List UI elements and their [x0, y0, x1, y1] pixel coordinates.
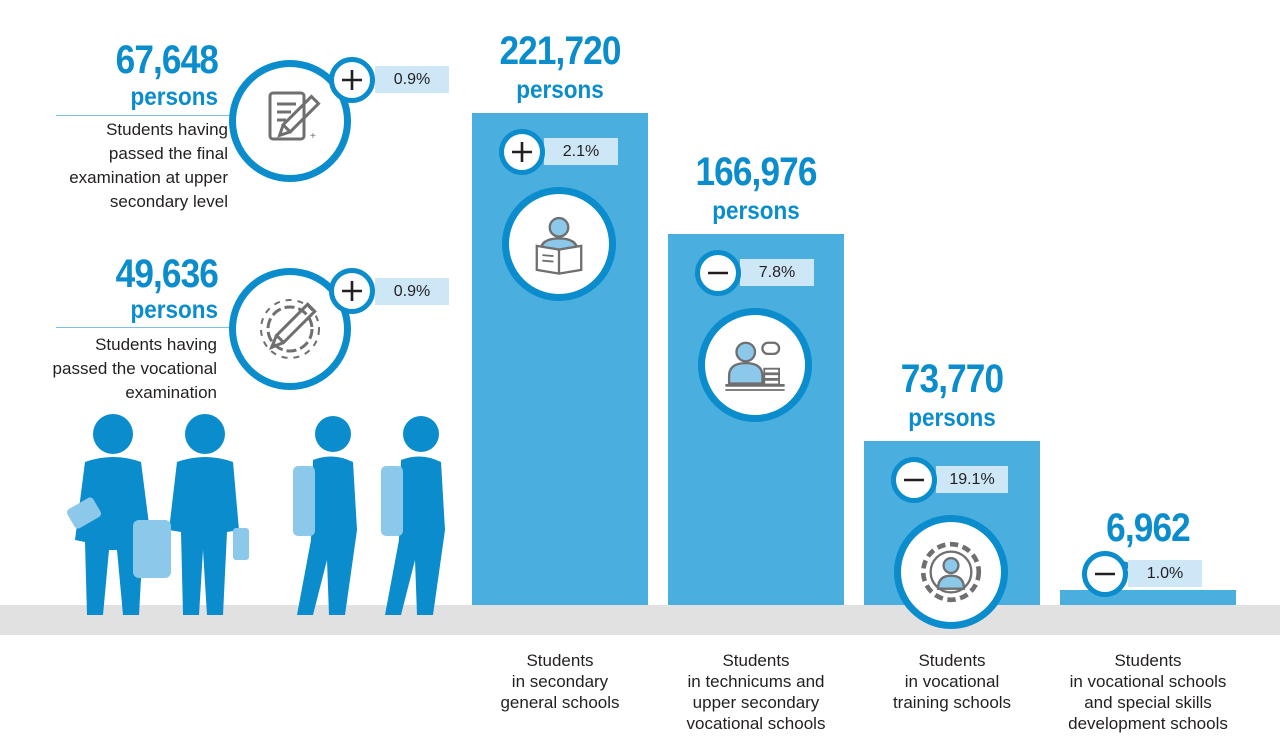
category-label-line: in vocational — [904, 672, 1000, 691]
category-label-line: Students — [722, 651, 790, 670]
stat-value: 67,648 — [115, 38, 219, 82]
stat-label-line: examination — [125, 383, 217, 402]
bar-value-label: 73,770 — [900, 357, 1004, 401]
category-label-line: training schools — [892, 693, 1012, 712]
divider — [56, 115, 236, 116]
plus-icon — [499, 129, 545, 175]
gear-person-icon — [894, 515, 1008, 629]
bar-unit-label: persons — [712, 197, 800, 225]
bar-unit-label: persons — [516, 76, 604, 104]
category-label-line: upper secondary — [692, 693, 820, 712]
plus-icon — [329, 268, 375, 314]
stat-label-line: passed the final — [108, 144, 228, 163]
minus-icon — [695, 250, 741, 296]
minus-icon — [1082, 551, 1128, 597]
category-label-line: and special skills — [1084, 693, 1212, 712]
category-label-line: Students — [918, 651, 986, 670]
category-label-line: development schools — [1068, 714, 1228, 733]
stat-label-line: secondary level — [109, 192, 228, 211]
change-percent: 0.9% — [375, 66, 449, 93]
category-label-line: general schools — [500, 693, 620, 712]
category-label: Students in technicums and upper secondary… — [651, 650, 861, 734]
change-percent: 2.1% — [544, 138, 618, 165]
change-percent: 7.8% — [740, 259, 814, 286]
reading-student-icon — [502, 187, 616, 301]
bar-value-label: 221,720 — [499, 29, 621, 73]
stat-unit: persons — [130, 83, 218, 111]
student-at-desk-icon — [698, 308, 812, 422]
students-group-icon — [66, 414, 445, 615]
change-percent: 19.1% — [936, 466, 1008, 493]
category-label: Students in vocational schools and special… — [1043, 650, 1253, 734]
change-percent: 1.0% — [1128, 560, 1202, 587]
change-percent: 0.9% — [375, 278, 449, 305]
stat-label: Students having passed the vocational ex… — [20, 333, 217, 405]
divider — [56, 327, 236, 328]
bar-value-label: 166,976 — [695, 150, 817, 194]
minus-icon — [891, 457, 937, 503]
stat-label-line: passed the vocational — [52, 359, 217, 378]
bar-unit-label: persons — [908, 404, 996, 432]
category-label: Students in vocational training schools — [847, 650, 1057, 713]
stat-label: Students having passed the final examina… — [20, 118, 228, 214]
category-label-line: in secondary — [511, 672, 609, 691]
category-label-line: Students — [1114, 651, 1182, 670]
category-label-line: vocational schools — [686, 714, 826, 733]
bar-value-label: 6,962 — [1106, 506, 1191, 550]
plus-icon — [329, 57, 375, 103]
stat-label-line: Students having — [95, 335, 217, 354]
svg-text:+: + — [310, 131, 316, 142]
stat-unit: persons — [130, 296, 218, 324]
category-label-line: Students — [526, 651, 594, 670]
stat-value: 49,636 — [115, 252, 219, 296]
stat-label-line: examination at upper — [69, 168, 228, 187]
bar — [1060, 590, 1236, 605]
category-label: Students in secondary general schools — [455, 650, 665, 713]
stat-label-line: Students having — [106, 120, 228, 139]
category-label-line: in vocational schools — [1069, 672, 1227, 691]
gear-pencil-icon — [229, 268, 351, 390]
category-label-line: in technicums and — [687, 672, 825, 691]
